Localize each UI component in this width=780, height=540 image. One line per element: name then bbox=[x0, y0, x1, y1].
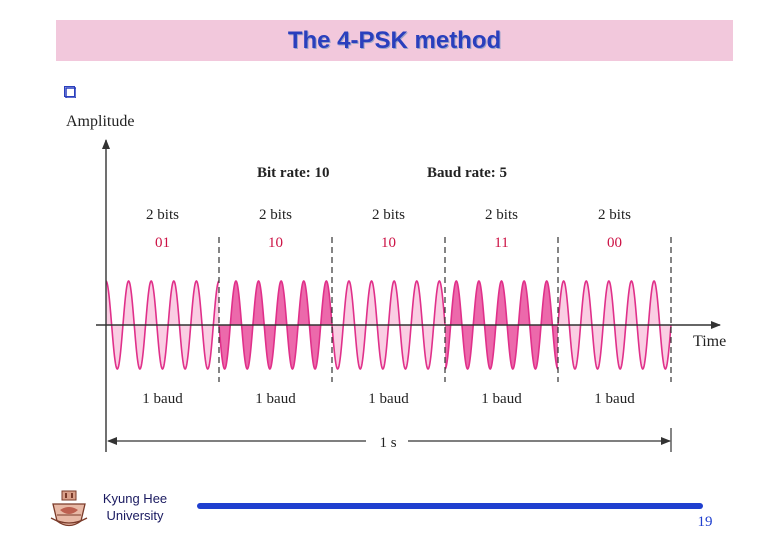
university-logo bbox=[50, 490, 88, 527]
bit-pair-code: 00 bbox=[607, 235, 622, 251]
bit-rate-label: Bit rate: 10 bbox=[257, 165, 329, 181]
bits-label: 2 bits bbox=[598, 207, 631, 223]
duration-label: 1 s bbox=[379, 435, 396, 451]
checkbox-bullet-icon bbox=[64, 86, 76, 98]
page-number: 19 bbox=[697, 514, 713, 530]
baud-label: 1 baud bbox=[594, 391, 635, 407]
title-bar: The 4-PSK method bbox=[56, 20, 733, 61]
bits-label: 2 bits bbox=[146, 207, 179, 223]
slide-title: The 4-PSK method bbox=[287, 26, 502, 54]
baud-label: 1 baud bbox=[368, 391, 409, 407]
baud-label: 1 baud bbox=[255, 391, 296, 407]
bit-pair-code: 10 bbox=[381, 235, 396, 251]
bit-pair-code: 11 bbox=[494, 235, 508, 251]
bits-label: 2 bits bbox=[372, 207, 405, 223]
baud-dividers bbox=[218, 237, 672, 382]
bits-label: 2 bits bbox=[259, 207, 292, 223]
university-name: Kyung Hee University bbox=[95, 490, 175, 524]
x-axis-label: Time bbox=[693, 333, 726, 350]
footer-bar bbox=[197, 503, 703, 509]
bit-pair-code: 01 bbox=[155, 235, 170, 251]
baud-label: 1 baud bbox=[481, 391, 522, 407]
y-axis-label: Amplitude bbox=[66, 113, 134, 130]
university-name-line1: Kyung Hee bbox=[102, 491, 168, 506]
baud-label: 1 baud bbox=[142, 391, 183, 407]
bits-label: 2 bits bbox=[485, 207, 518, 223]
baud-rate-label: Baud rate: 5 bbox=[427, 165, 507, 181]
segment-labels: 2 bits 01 1 baud 2 bits 10 1 baud 2 bits 10 1 ba… bbox=[142, 207, 635, 407]
wave-line-segment-4 bbox=[444, 279, 559, 371]
wave-line-segment-1 bbox=[105, 279, 220, 371]
university-name-line2: University bbox=[106, 508, 164, 523]
bit-pair-code: 10 bbox=[268, 235, 283, 251]
